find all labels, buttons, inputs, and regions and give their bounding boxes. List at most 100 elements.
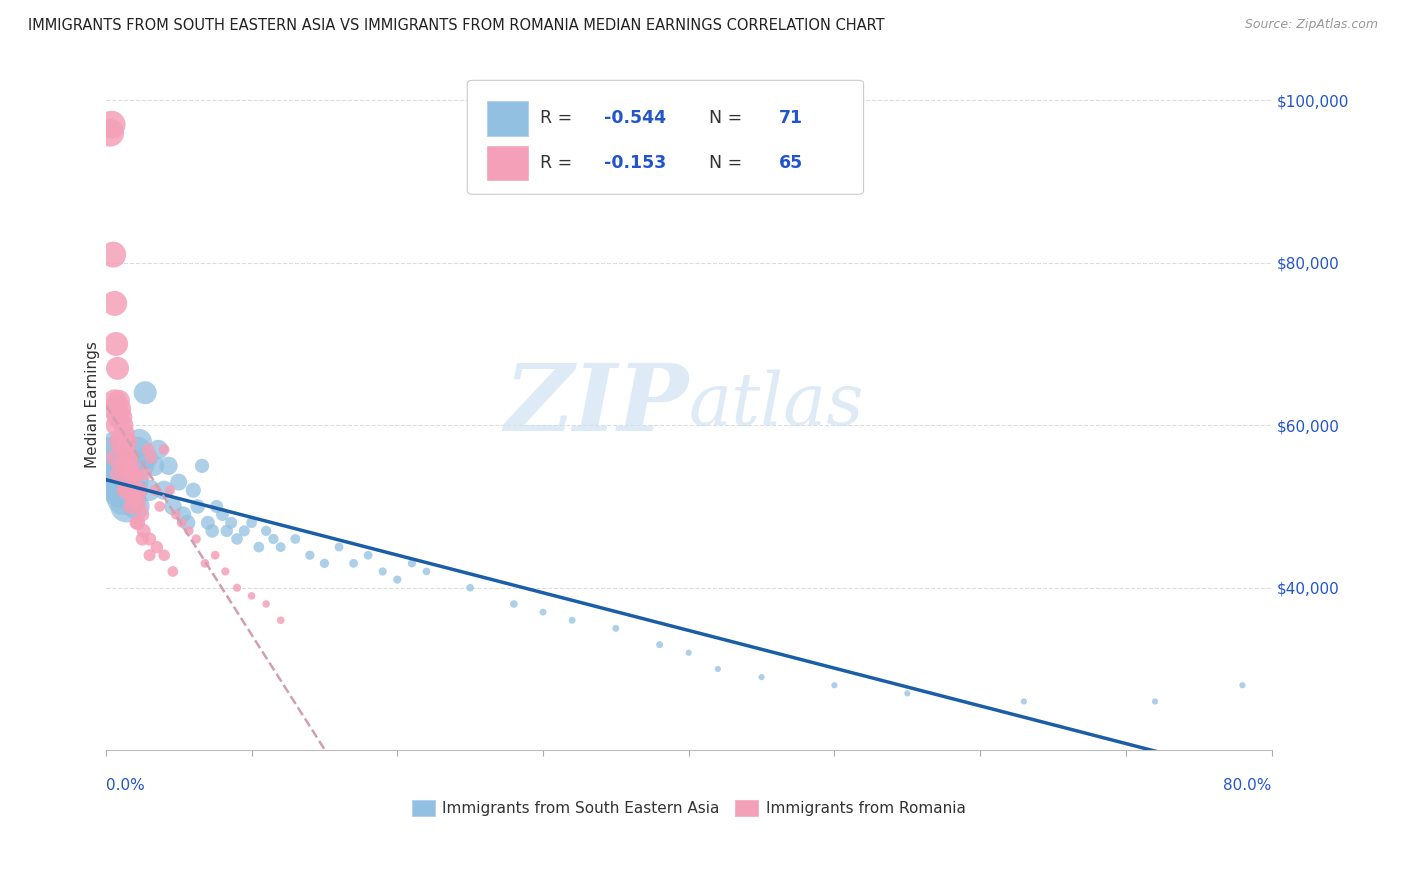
Point	[114, 426, 136, 441]
Point	[148, 442, 170, 457]
Point	[118, 450, 141, 465]
Bar	[486, 101, 527, 136]
Point	[105, 337, 128, 351]
Point	[124, 475, 146, 489]
Point	[121, 491, 143, 506]
Point	[153, 483, 176, 498]
Point	[124, 491, 146, 506]
Text: IMMIGRANTS FROM SOUTH EASTERN ASIA VS IMMIGRANTS FROM ROMANIA MEDIAN EARNINGS CO: IMMIGRANTS FROM SOUTH EASTERN ASIA VS IM…	[28, 18, 884, 33]
Point	[204, 548, 226, 562]
Point	[219, 516, 242, 530]
Point	[165, 508, 187, 522]
Point	[186, 532, 208, 546]
Point	[128, 434, 150, 449]
Point	[254, 524, 277, 538]
Point	[101, 401, 124, 416]
Point	[172, 508, 194, 522]
Point	[117, 483, 139, 498]
FancyBboxPatch shape	[467, 80, 863, 194]
Point	[125, 483, 148, 498]
Point	[110, 401, 132, 416]
Point	[129, 483, 152, 498]
Point	[118, 467, 141, 481]
Point	[240, 589, 263, 603]
Point	[111, 467, 134, 481]
Point	[896, 686, 918, 700]
Point	[401, 557, 423, 571]
Point	[707, 662, 730, 676]
Point	[823, 678, 845, 692]
Legend: Immigrants from South Eastern Asia, Immigrants from Romania: Immigrants from South Eastern Asia, Immi…	[405, 792, 973, 823]
Point	[138, 532, 160, 546]
Point	[127, 491, 149, 506]
Point	[240, 516, 263, 530]
Point	[122, 483, 145, 498]
Text: N =: N =	[709, 110, 747, 128]
Point	[104, 393, 127, 408]
Point	[105, 418, 128, 433]
Point	[120, 458, 142, 473]
Text: N =: N =	[709, 154, 747, 172]
Point	[134, 385, 156, 400]
Point	[194, 557, 217, 571]
Point	[342, 557, 364, 571]
Point	[114, 483, 136, 498]
Point	[215, 524, 238, 538]
Point	[132, 524, 155, 538]
Point	[145, 483, 167, 498]
Point	[120, 500, 142, 514]
Point	[262, 532, 284, 546]
Point	[112, 458, 135, 473]
Point	[108, 467, 131, 481]
Text: R =: R =	[540, 154, 578, 172]
Point	[105, 475, 128, 489]
Point	[138, 548, 160, 562]
Point	[153, 442, 176, 457]
Point	[502, 597, 524, 611]
Point	[314, 557, 336, 571]
Point	[104, 296, 127, 310]
Point	[108, 458, 131, 473]
Point	[146, 540, 169, 554]
Point	[121, 491, 143, 506]
Point	[176, 516, 198, 530]
Text: -0.153: -0.153	[603, 154, 666, 172]
Point	[98, 467, 121, 481]
Point	[120, 458, 142, 473]
Point	[1232, 678, 1254, 692]
Point	[159, 483, 181, 498]
Point	[101, 450, 124, 465]
Point	[127, 442, 149, 457]
Point	[678, 646, 700, 660]
Point	[298, 548, 321, 562]
Point	[105, 450, 128, 465]
Point	[107, 361, 129, 376]
Point	[751, 670, 773, 684]
Point	[233, 524, 256, 538]
Point	[371, 565, 394, 579]
Point	[112, 491, 135, 506]
Point	[605, 621, 627, 635]
Point	[108, 434, 131, 449]
Point	[125, 516, 148, 530]
Point	[357, 548, 380, 562]
Point	[197, 516, 219, 530]
Text: atlas: atlas	[689, 369, 865, 440]
Point	[149, 500, 172, 514]
Point	[162, 500, 184, 514]
Point	[131, 458, 153, 473]
Point	[115, 442, 138, 457]
Point	[131, 532, 153, 546]
Point	[115, 500, 138, 514]
Point	[107, 410, 129, 425]
Point	[107, 442, 129, 457]
Point	[458, 581, 481, 595]
Point	[1143, 694, 1166, 708]
Point	[136, 442, 159, 457]
Point	[162, 565, 184, 579]
Point	[131, 508, 153, 522]
Y-axis label: Median Earnings: Median Earnings	[86, 342, 100, 468]
Text: Source: ZipAtlas.com: Source: ZipAtlas.com	[1244, 18, 1378, 31]
Text: R =: R =	[540, 110, 578, 128]
Point	[128, 500, 150, 514]
